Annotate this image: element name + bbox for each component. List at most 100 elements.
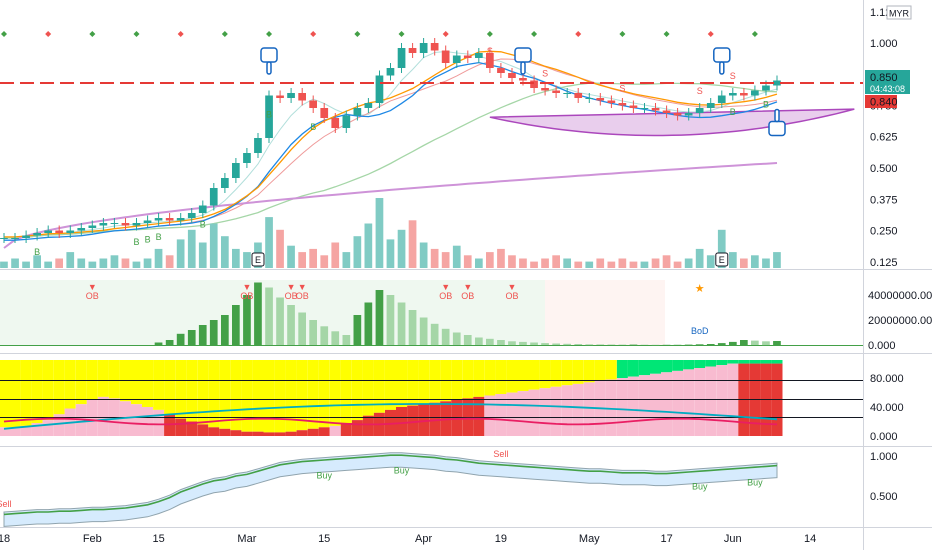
hand-pointer-icon	[713, 47, 731, 63]
price-tick-label: 1.000	[870, 38, 898, 50]
volume-overlay-bar	[419, 242, 428, 268]
volume-overlay-bar	[309, 248, 317, 268]
money-flow-bar	[497, 340, 505, 345]
money-flow-bar	[287, 305, 295, 345]
money-flow-bar	[375, 290, 384, 345]
money-flow-bar	[519, 341, 527, 345]
strength-bar-bottom	[340, 423, 352, 436]
ob-arrow: ▼	[463, 282, 472, 292]
strength-bar-bottom	[429, 402, 441, 436]
strength-bar-bottom	[296, 430, 308, 436]
price-axis[interactable]: 1.1251.0000.8750.7500.6250.5000.3750.250…	[870, 7, 898, 269]
candle-body	[497, 68, 505, 73]
strength-bar-top	[329, 360, 341, 426]
strength-bar-bottom	[20, 425, 32, 436]
strength-bar-top	[451, 360, 463, 400]
volume-overlay-bar	[110, 255, 119, 268]
candle-body	[452, 55, 461, 63]
money-flow-bar	[530, 342, 538, 345]
money-flow-bar	[486, 338, 494, 346]
signal-diamond	[266, 31, 273, 37]
volume-overlay-bar	[740, 258, 748, 268]
candle-body	[673, 113, 682, 116]
strength-bar-top	[0, 360, 10, 428]
strength-bar-top	[131, 360, 142, 405]
candle-body	[342, 115, 351, 128]
oscillator-axis[interactable]: 1.000 0.500	[870, 451, 898, 503]
strength-bar-bottom	[528, 389, 540, 436]
candle-body	[364, 103, 373, 108]
volume-overlay-bar	[773, 252, 781, 268]
candle-body	[22, 235, 30, 238]
candlesticks	[0, 38, 781, 243]
volume-overlay-bar	[541, 258, 549, 268]
volume-overlay	[0, 198, 781, 268]
candle-body	[463, 55, 472, 58]
candle-body	[629, 105, 638, 108]
candle-body	[165, 218, 174, 221]
candle-body	[243, 153, 251, 163]
strength-bar-top	[418, 360, 430, 405]
ob-label: OB	[240, 291, 253, 301]
volume-overlay-bar	[729, 252, 737, 268]
buy-signal-label: B	[266, 110, 272, 120]
time-tick-label: Jun	[724, 533, 742, 545]
time-axis[interactable]: 18 Feb 15 Mar 15 Apr 19 May 17 Jun 14	[0, 533, 816, 545]
strength-bar-bottom	[694, 368, 706, 436]
strength-bar-top	[64, 360, 76, 409]
money-flow-bar	[165, 340, 174, 345]
candle-body	[221, 178, 229, 188]
earnings-marker-label: E	[719, 255, 725, 265]
strength-bar-bottom	[263, 432, 275, 436]
time-tick-label: Feb	[83, 533, 102, 545]
money-flow-bar	[209, 320, 218, 345]
strength-bar-bottom	[186, 421, 198, 436]
signal-diamond	[486, 31, 493, 37]
volume-overlay-bar	[497, 248, 505, 268]
signal-diamond	[707, 31, 714, 37]
candle-body	[11, 238, 19, 239]
time-tick-label: 14	[804, 533, 816, 545]
strength-bar-top	[97, 360, 109, 397]
buy-signal-label: B	[145, 235, 151, 245]
strength-bar-bottom	[683, 369, 695, 436]
hand-pointer-icon	[719, 61, 725, 75]
candle-body	[154, 218, 163, 221]
strength-bar-bottom	[351, 420, 363, 436]
volume-axis[interactable]: 40000000.000 20000000.000 0.000	[868, 290, 932, 352]
strength-bar-bottom	[362, 415, 374, 436]
strength-bar-top	[142, 360, 153, 407]
volume-overlay-bar	[221, 236, 229, 268]
candle-body	[419, 43, 428, 53]
strength-bar-top	[385, 360, 396, 410]
strength-bar-top	[694, 360, 706, 368]
candle-body	[55, 230, 63, 233]
candle-body	[662, 110, 671, 113]
strength-bar-top	[517, 360, 529, 392]
strength-bar-top	[749, 360, 761, 364]
candle-body	[486, 53, 494, 68]
top-signal-diamonds	[1, 31, 758, 37]
candle-body	[530, 80, 538, 88]
money-flow-bar	[585, 344, 594, 346]
ob-label: OB	[86, 291, 99, 301]
strength-bar-top	[318, 360, 330, 428]
currency-badge[interactable]	[886, 5, 912, 20]
strength-bar-bottom	[616, 378, 628, 436]
strength-bar-bottom	[208, 427, 220, 436]
strength-bar-bottom	[252, 431, 264, 436]
strength-axis[interactable]: 80.000 40.000 0.000	[870, 373, 904, 443]
volume-overlay-bar	[287, 245, 295, 268]
strength-bar-top	[429, 360, 441, 403]
strength-magenta-line	[3, 417, 778, 426]
sell-signal-label: S	[730, 71, 736, 81]
ref-price-badge	[865, 95, 897, 108]
strength-bar-top	[594, 360, 606, 381]
candle-body	[0, 238, 8, 239]
candle-body	[309, 100, 317, 108]
volume-overlay-bar	[530, 261, 538, 268]
money-flow-bar	[408, 310, 417, 345]
